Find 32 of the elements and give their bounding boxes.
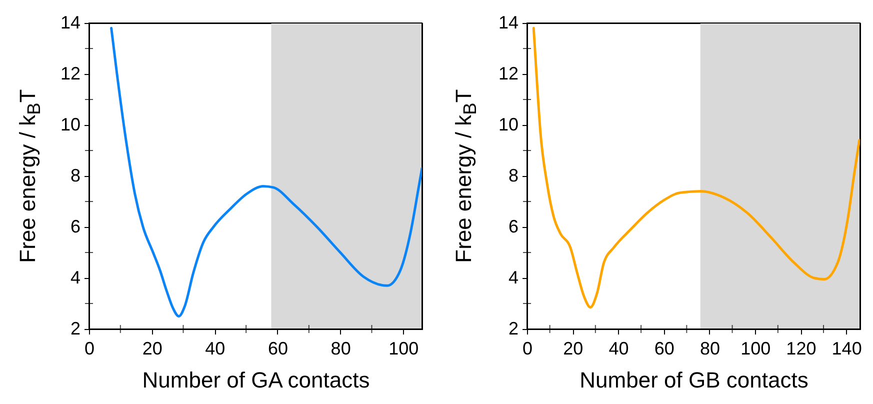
y-tick-label: 4 [508,268,518,288]
y-tick-label: 6 [70,216,80,236]
x-tick-label: 40 [205,338,226,358]
y-tick-label: 4 [70,268,80,288]
x-tick-label: 0 [84,338,95,358]
x-tick-label: 80 [330,338,351,358]
x-tick-label: 100 [740,338,771,358]
y-tick-label: 10 [498,114,518,134]
y-tick-label: 14 [498,12,518,32]
x-tick-label: 20 [142,338,162,358]
x-tick-label: 0 [522,338,533,358]
y-tick-label: 10 [60,114,80,134]
x-tick-label: 20 [563,338,584,358]
line-series [532,26,860,309]
x-axis-title: Number of GA contacts [142,368,370,392]
y-tick-label: 2 [508,318,518,338]
y-tick-label: 2 [70,318,80,338]
y-tick-label: 12 [498,64,518,84]
x-tick-label: 80 [700,338,720,358]
y-tick-label: 8 [70,166,80,186]
y-tick-label: 8 [508,166,518,186]
x-tick-label: 40 [608,338,629,358]
x-tick-label: 60 [268,338,288,358]
x-tick-label: 100 [388,338,419,358]
line-series [110,26,422,318]
y-tick-label: 14 [60,12,80,32]
x-tick-label: 60 [654,338,674,358]
y-tick-label: 12 [60,64,80,84]
y-tick-label: 6 [508,216,518,236]
x-tick-label: 140 [832,338,862,358]
x-tick-label: 120 [786,338,816,358]
x-axis-title: Number of GB contacts [580,368,808,392]
